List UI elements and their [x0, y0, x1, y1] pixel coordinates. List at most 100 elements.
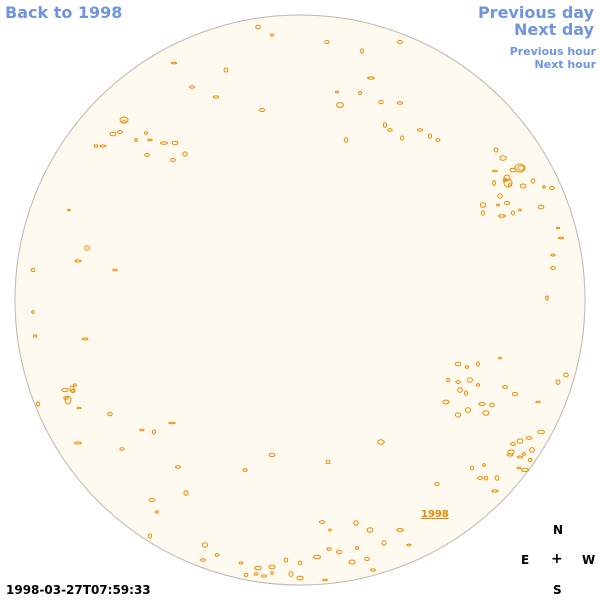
contour-speck [396, 40, 404, 44]
contour-speck [492, 169, 498, 173]
contour-speck [326, 547, 332, 551]
contour-speck [516, 455, 524, 459]
contour-speck [189, 85, 195, 89]
contour-speck [253, 572, 259, 576]
contour-speck [336, 102, 344, 108]
contour-speck [434, 482, 440, 486]
contour-speck [464, 390, 468, 396]
contour-speck [324, 39, 330, 45]
contour-speck [254, 565, 262, 571]
contour-speck [238, 561, 244, 565]
contour-speck [396, 101, 404, 105]
contour-speck [366, 527, 374, 533]
contour-speck [36, 401, 40, 407]
contour-loop [514, 163, 526, 173]
contour-speck [76, 406, 82, 410]
contour-speck [475, 383, 481, 387]
contour-speck [170, 61, 178, 65]
contour-speck [497, 193, 503, 199]
contour-speck [454, 361, 462, 367]
contour-speck [519, 183, 527, 189]
contour-speck [442, 399, 450, 405]
contour-speck [378, 99, 384, 105]
contour-speck [446, 377, 450, 383]
contour-speck [555, 226, 561, 230]
contour-speck [148, 498, 156, 502]
contour-speck [476, 361, 480, 367]
contour-speck [358, 91, 362, 95]
contour-speck [147, 138, 153, 142]
contour-speck [288, 571, 294, 577]
contour-speck [465, 407, 471, 413]
contour-speck [483, 475, 489, 481]
contour-loop [119, 116, 129, 124]
contour-speck [81, 337, 89, 341]
contour-speck [270, 33, 274, 37]
contour-speck [152, 429, 156, 435]
contour-loop [503, 174, 511, 182]
contour-speck [550, 253, 556, 257]
contour-speck [382, 122, 388, 128]
contour-speck [537, 204, 545, 210]
contour-speck [469, 465, 475, 471]
compass-south-label: S [553, 583, 562, 597]
next-day-link[interactable]: Next day [514, 20, 594, 39]
contour-speck [168, 421, 176, 425]
contour-speck [427, 133, 433, 139]
contour-speck [511, 210, 515, 216]
contour-speck [61, 387, 69, 393]
contour-speck [467, 377, 473, 383]
contour-speck [270, 571, 274, 575]
contour-speck [499, 155, 507, 161]
contour-speck [503, 200, 511, 206]
contour-speck [139, 428, 145, 432]
contour-speck [93, 144, 99, 148]
contour-speck [530, 178, 536, 184]
contour-speck [84, 245, 90, 251]
contour-loop [64, 395, 72, 405]
contour-speck [522, 452, 526, 456]
contour-speck [242, 468, 248, 472]
contour-speck [492, 180, 496, 186]
contour-speck [498, 214, 506, 218]
contour-speck [144, 152, 150, 158]
contour-speck [334, 90, 340, 94]
contour-speck [30, 267, 36, 273]
contour-speck [313, 554, 321, 560]
contour-speck [549, 186, 555, 190]
contour-speck [563, 372, 569, 378]
contour-speck [516, 466, 522, 470]
contour-speck [201, 542, 209, 548]
contour-speck [557, 236, 565, 240]
contour-speck [298, 560, 302, 566]
contour-speck [200, 558, 206, 562]
previous-day-link[interactable]: Previous day [477, 3, 594, 22]
contour-speck [406, 543, 412, 547]
contour-speck [502, 385, 508, 389]
contour-speck [510, 442, 516, 446]
contour-speck [73, 383, 77, 387]
next-hour-link[interactable]: Next hour [534, 58, 597, 71]
compass-west-label: W [582, 553, 596, 567]
contour-speck [435, 138, 441, 142]
contour-speck [518, 208, 522, 212]
contour-speck [525, 436, 533, 440]
contour-speck [116, 130, 124, 134]
year-link-label[interactable]: 1998 [421, 509, 449, 520]
contour-speck [243, 572, 249, 578]
year-link[interactable]: 1998 [421, 509, 449, 520]
contour-speck [119, 447, 125, 451]
contour-speck [170, 158, 176, 162]
contour-speck [336, 549, 342, 555]
contour-speck [144, 131, 148, 135]
contour-speck [494, 475, 500, 481]
contour-speck [517, 165, 525, 171]
previous-hour-link[interactable]: Previous hour [509, 45, 596, 58]
contour-speck [360, 48, 364, 54]
contour-speck [491, 489, 499, 493]
contour-speck [511, 391, 519, 397]
contour-speck [364, 556, 370, 562]
contour-speck [555, 379, 561, 385]
back-to-year-link[interactable]: Back to 1998 [5, 3, 123, 22]
